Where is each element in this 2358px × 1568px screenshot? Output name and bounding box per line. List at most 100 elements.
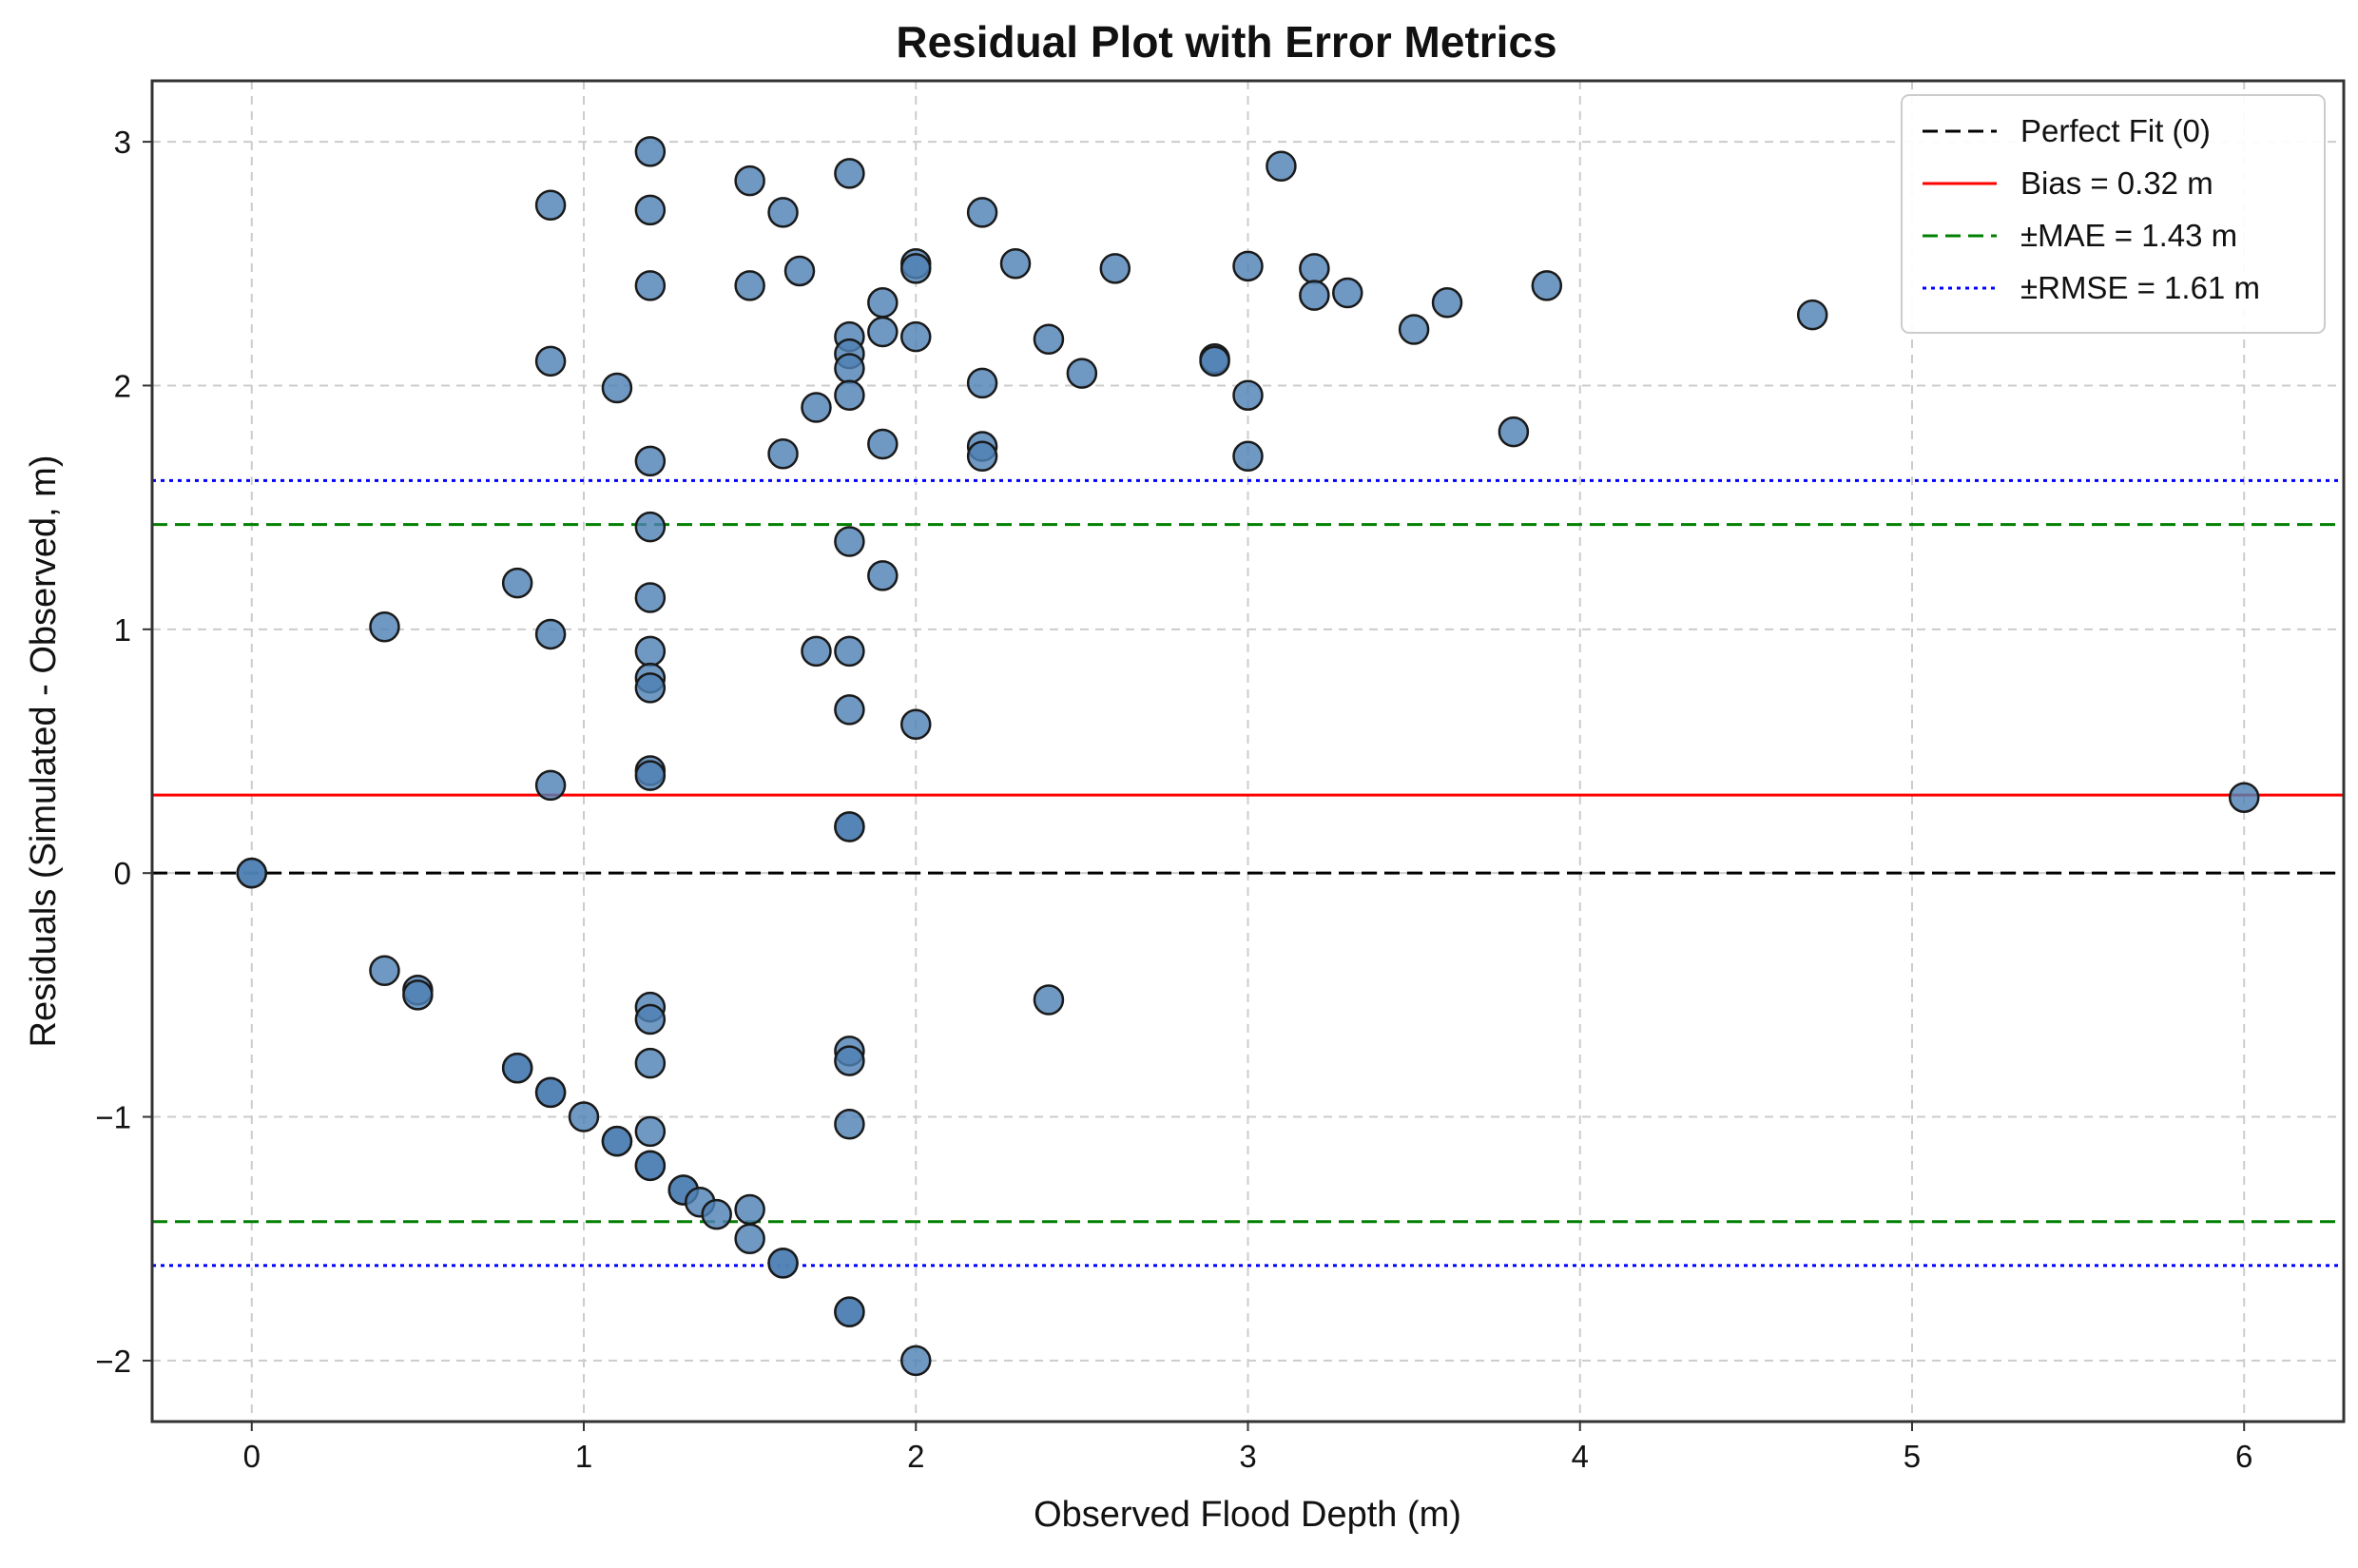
data-point xyxy=(834,635,865,668)
data-point xyxy=(966,197,998,228)
data-point xyxy=(634,672,667,704)
data-point xyxy=(1232,440,1264,473)
data-point xyxy=(1232,250,1264,282)
y-tick-label: 2 xyxy=(114,368,131,403)
data-point xyxy=(568,1101,600,1132)
data-point xyxy=(1332,277,1363,309)
data-point xyxy=(402,979,434,1011)
data-point xyxy=(767,197,799,228)
data-point xyxy=(1398,314,1430,345)
data-point xyxy=(236,857,268,889)
x-tick-label: 1 xyxy=(575,1439,592,1474)
chart-title: Residual Plot with Error Metrics xyxy=(896,17,1556,67)
data-point xyxy=(534,189,567,221)
data-point xyxy=(1066,358,1098,389)
data-point xyxy=(900,253,932,284)
x-tick-label: 4 xyxy=(1572,1439,1589,1474)
data-point xyxy=(634,760,667,791)
legend-label: Bias = 0.32 m xyxy=(2020,165,2213,201)
data-point xyxy=(734,1223,765,1254)
data-point xyxy=(534,769,567,802)
data-point xyxy=(734,165,765,197)
data-point xyxy=(634,1115,667,1148)
data-point xyxy=(701,1198,732,1230)
data-point xyxy=(867,287,899,319)
data-point xyxy=(1266,150,1297,182)
data-point xyxy=(1796,299,1828,331)
x-tick-label: 2 xyxy=(907,1439,924,1474)
legend-label: ±RMSE = 1.61 m xyxy=(2020,270,2260,305)
data-point xyxy=(834,694,865,726)
data-point xyxy=(767,1248,799,1279)
x-tick-label: 5 xyxy=(1904,1439,1921,1474)
data-point xyxy=(501,567,533,599)
y-tick-label: −1 xyxy=(95,1100,131,1135)
data-point xyxy=(2228,782,2260,813)
data-point xyxy=(369,611,400,643)
data-point xyxy=(734,270,765,301)
legend: Perfect Fit (0) Bias = 0.32 m ±MAE = 1.43 … xyxy=(1901,94,2326,334)
data-point xyxy=(1232,379,1264,411)
data-point xyxy=(634,445,667,477)
reference-lines xyxy=(152,478,2344,1268)
data-point xyxy=(834,1296,865,1327)
data-point xyxy=(867,428,899,460)
x-tick-label: 6 xyxy=(2235,1439,2252,1474)
x-tick-label: 3 xyxy=(1239,1439,1256,1474)
data-point xyxy=(634,136,667,167)
data-point xyxy=(634,582,667,613)
data-point xyxy=(966,440,998,473)
data-point xyxy=(834,1108,865,1140)
data-point xyxy=(834,811,865,842)
data-point xyxy=(634,1150,667,1182)
axis-ticks: 0 1 2 3 4 5 6 −2 −1 0 1 2 3 xyxy=(95,125,2252,1474)
data-point xyxy=(867,316,899,348)
data-point xyxy=(999,248,1032,280)
data-point xyxy=(801,392,832,423)
data-point xyxy=(801,635,832,668)
y-tick-label: 0 xyxy=(114,856,131,891)
data-point xyxy=(601,372,633,404)
data-point xyxy=(1299,253,1330,284)
data-point xyxy=(534,1076,567,1109)
data-point xyxy=(834,379,865,411)
data-point xyxy=(1431,287,1463,319)
data-point xyxy=(1531,270,1563,301)
data-point xyxy=(966,367,998,399)
data-point xyxy=(767,437,799,470)
data-points xyxy=(236,136,2260,1377)
data-point xyxy=(534,345,567,377)
data-point xyxy=(1299,280,1330,311)
data-point xyxy=(634,194,667,226)
y-axis-label: Residuals (Simulated - Observed, m) xyxy=(24,455,64,1048)
data-point xyxy=(1199,345,1230,377)
y-tick-label: 1 xyxy=(114,612,131,648)
data-point xyxy=(1498,416,1530,448)
data-point xyxy=(369,955,400,986)
data-point xyxy=(634,1003,667,1036)
data-point xyxy=(834,526,865,557)
grid-lines xyxy=(152,81,2344,1422)
data-point xyxy=(900,320,932,353)
data-point xyxy=(634,511,667,543)
legend-label: ±MAE = 1.43 m xyxy=(2020,218,2237,253)
data-point xyxy=(501,1053,533,1084)
data-point xyxy=(534,618,567,650)
x-tick-label: 0 xyxy=(243,1439,261,1474)
data-point xyxy=(1033,323,1065,355)
data-point xyxy=(900,708,932,741)
data-point xyxy=(1099,253,1131,284)
data-point xyxy=(601,1125,633,1157)
data-point xyxy=(734,1193,765,1226)
legend-box xyxy=(1901,94,2326,334)
data-point xyxy=(834,1045,865,1076)
data-point xyxy=(634,270,667,301)
y-tick-label: 3 xyxy=(114,125,131,160)
data-point xyxy=(834,353,865,384)
data-point xyxy=(834,158,865,189)
data-point xyxy=(900,1345,932,1377)
y-tick-label: −2 xyxy=(95,1344,131,1379)
data-point xyxy=(634,1047,667,1079)
